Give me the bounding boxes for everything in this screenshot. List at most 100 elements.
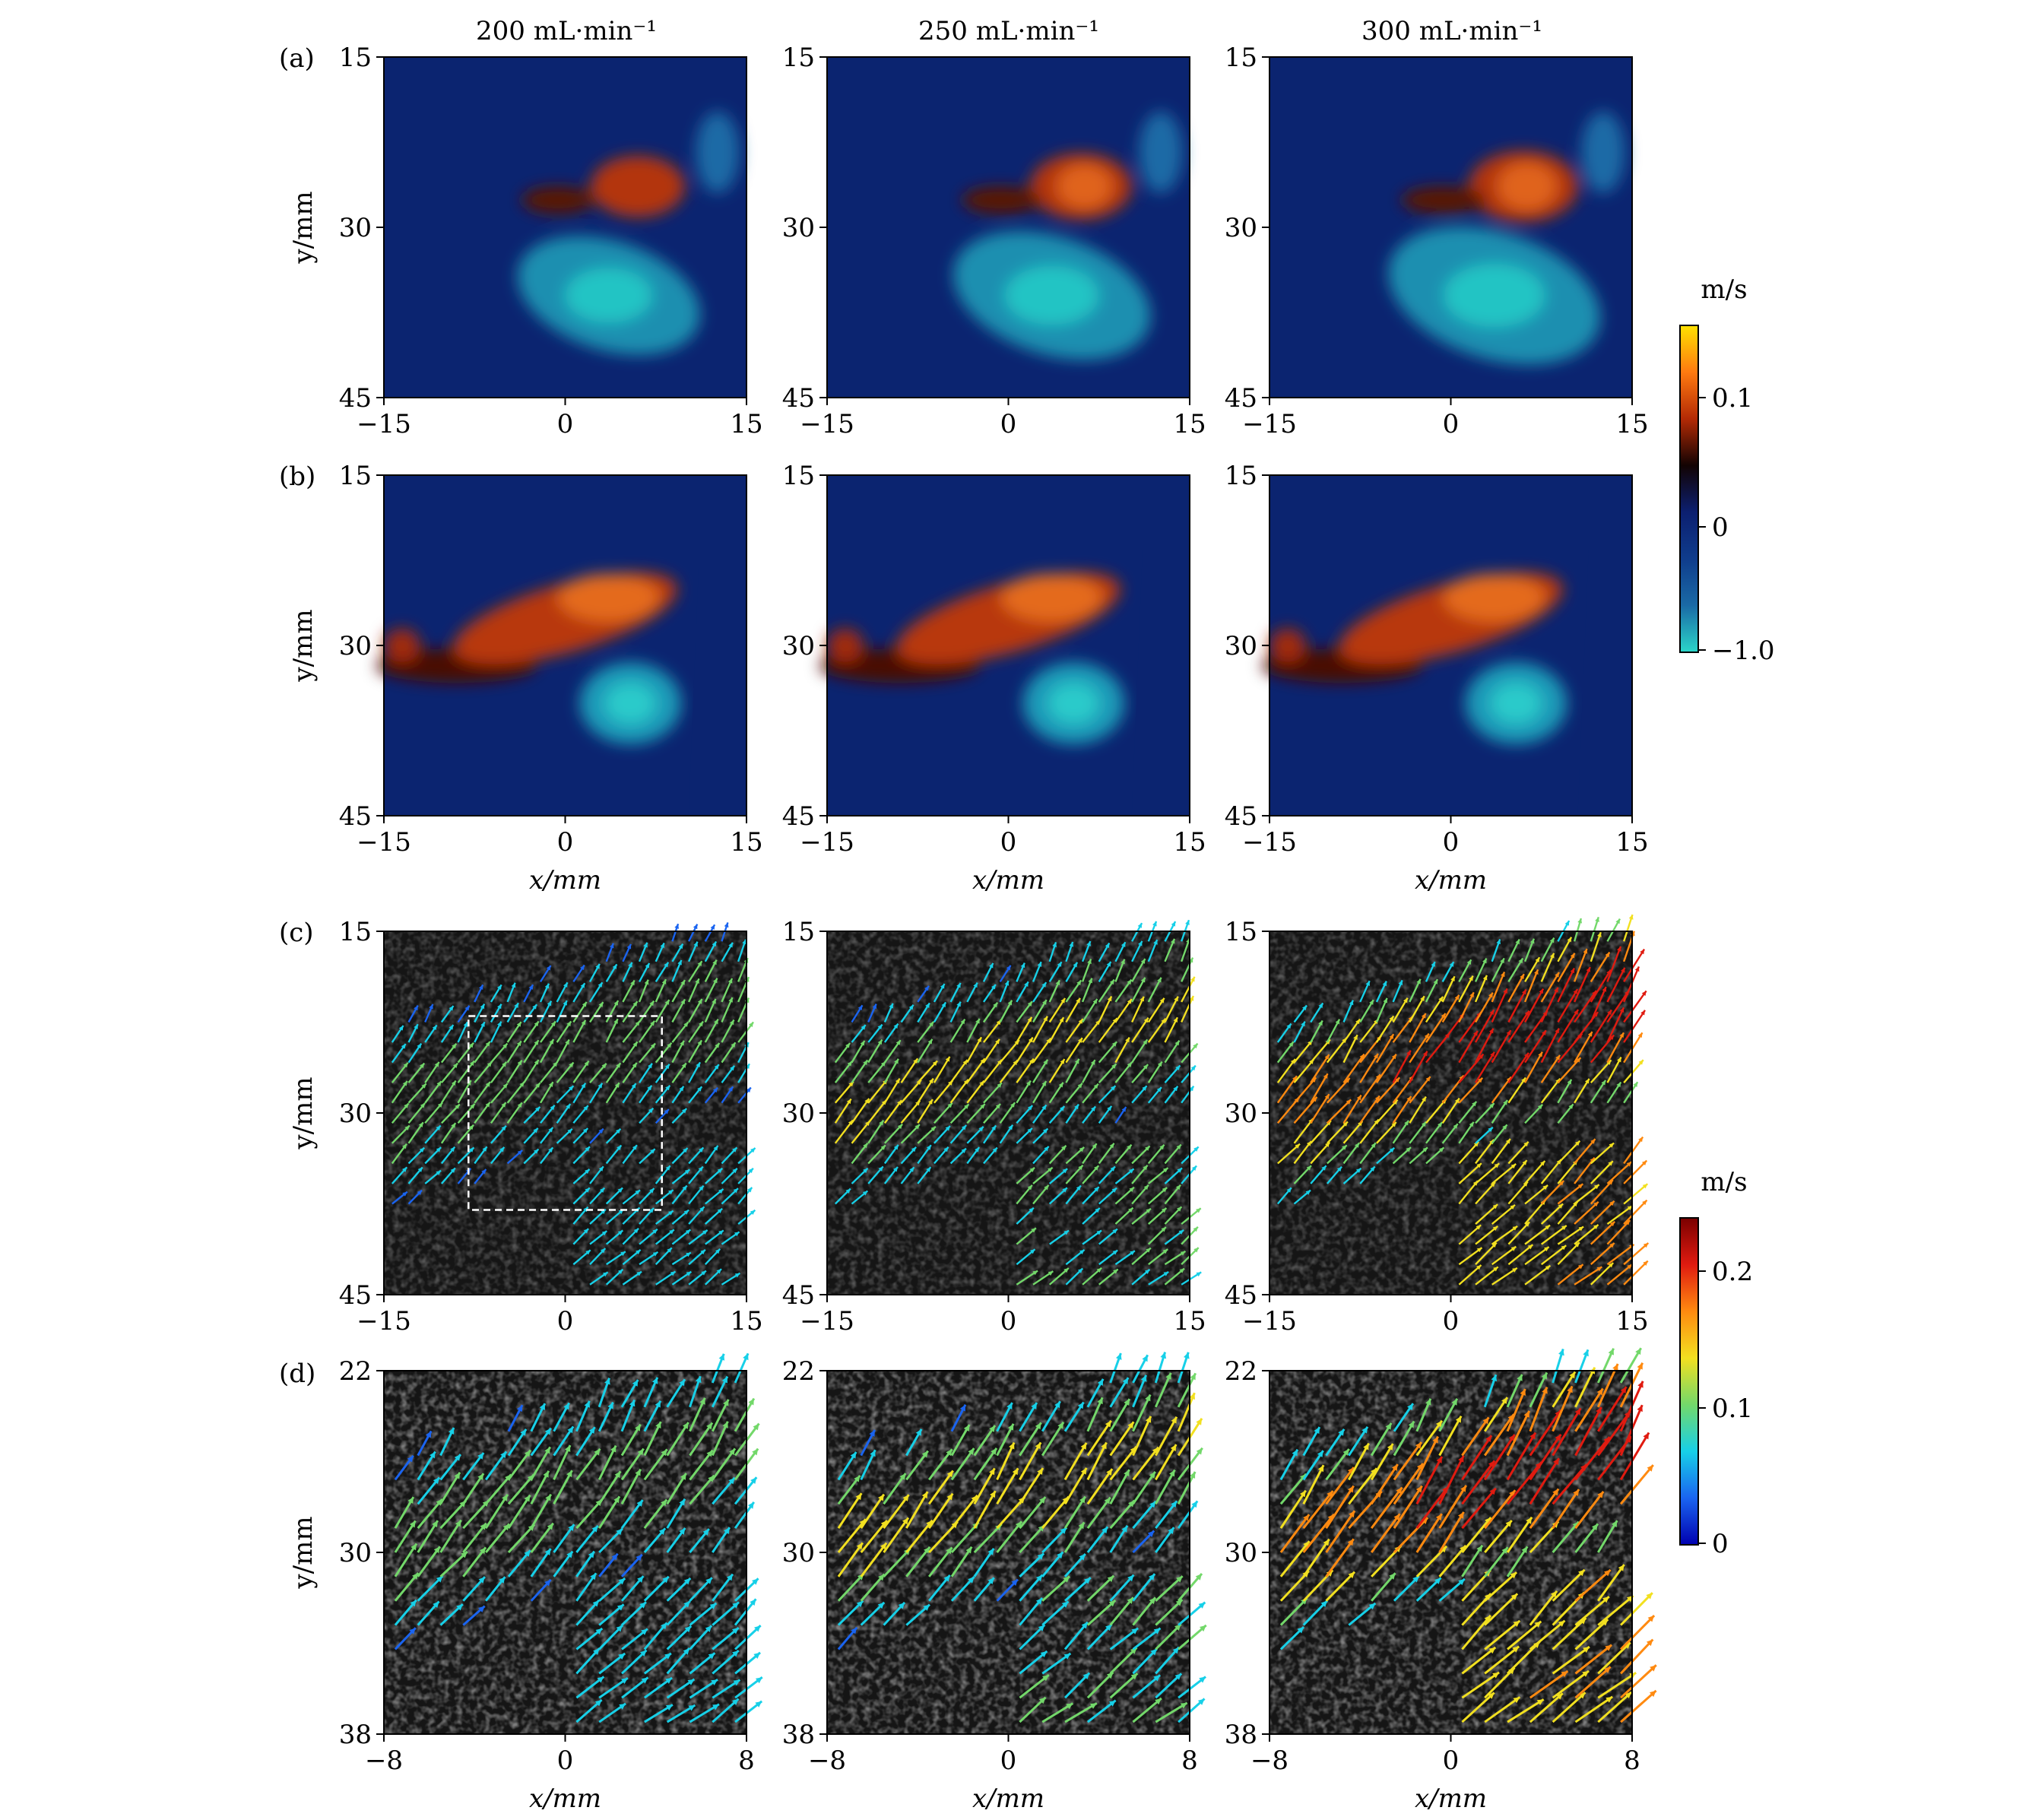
velocity-vector <box>490 984 502 1003</box>
velocity-vector <box>999 1102 1016 1124</box>
velocity-vector <box>407 1121 424 1144</box>
velocity-vector <box>1016 1127 1033 1144</box>
velocity-vector <box>949 982 962 1003</box>
velocity-vector <box>1109 1421 1135 1457</box>
velocity-vector <box>1425 978 1439 1003</box>
velocity-vector <box>917 985 930 1003</box>
panel-c-1-xtick-label: 0 <box>557 1306 574 1336</box>
velocity-vector <box>530 1427 552 1457</box>
velocity-vector <box>837 1600 864 1626</box>
velocity-vector <box>688 1206 705 1225</box>
velocity-vector <box>704 998 717 1023</box>
velocity-vector <box>553 1550 574 1577</box>
velocity-vector <box>949 1001 962 1023</box>
velocity-vector <box>598 1401 614 1432</box>
velocity-vector <box>1326 1165 1342 1184</box>
velocity-vector <box>1415 1398 1432 1432</box>
velocity-vector <box>1619 1432 1650 1481</box>
velocity-vector <box>1392 997 1409 1023</box>
velocity-vector <box>539 983 550 1003</box>
velocity-vector <box>1376 1076 1401 1104</box>
velocity-vector <box>689 1375 702 1408</box>
velocity-vector <box>462 1522 487 1553</box>
velocity-vector <box>1425 1121 1444 1144</box>
velocity-vector <box>575 1524 599 1553</box>
velocity-vector <box>655 1229 675 1245</box>
velocity-vector <box>439 1603 464 1626</box>
velocity-vector <box>1082 1186 1100 1205</box>
velocity-vector <box>1623 1159 1648 1184</box>
velocity-vector <box>834 1119 854 1144</box>
velocity-vector <box>643 1622 668 1650</box>
velocity-vector <box>1082 998 1098 1023</box>
velocity-vector <box>1302 1600 1329 1626</box>
velocity-vector <box>1557 1241 1580 1266</box>
velocity-vector <box>1164 1143 1182 1165</box>
velocity-vector <box>1392 1050 1412 1083</box>
velocity-vector <box>851 1024 867 1043</box>
velocity-vector <box>490 1021 502 1043</box>
velocity-vector <box>407 1023 419 1043</box>
velocity-vector <box>1348 1442 1370 1481</box>
velocity-vector <box>671 943 684 962</box>
edge-region <box>696 111 740 194</box>
velocity-vector <box>1557 1009 1580 1043</box>
velocity-vector <box>643 1527 667 1553</box>
velocity-vector <box>1302 1538 1330 1577</box>
velocity-vector <box>1370 1463 1399 1505</box>
velocity-vector <box>666 1600 691 1626</box>
velocity-vector <box>1086 1468 1114 1505</box>
velocity-vector <box>1086 1623 1113 1650</box>
velocity-vector <box>851 1040 866 1064</box>
velocity-vector <box>1483 1374 1498 1408</box>
velocity-vector <box>999 1000 1013 1023</box>
velocity-vector <box>598 1577 626 1602</box>
velocity-vector <box>1325 1538 1355 1577</box>
panel-b-ylabel: y/mm <box>288 609 319 682</box>
velocity-vector <box>1475 1266 1499 1286</box>
velocity-vector <box>1131 1064 1149 1083</box>
velocity-vector <box>1065 1018 1084 1043</box>
velocity-vector <box>1016 1248 1036 1266</box>
velocity-vector <box>1620 1638 1654 1675</box>
velocity-vector <box>1082 1105 1097 1124</box>
velocity-vector <box>1606 1007 1625 1043</box>
velocity-vector <box>671 1168 691 1184</box>
velocity-vector <box>484 1451 508 1481</box>
velocity-vector <box>721 1167 738 1184</box>
positive-velocity-tail <box>1401 186 1486 214</box>
velocity-vector <box>1032 1184 1050 1205</box>
velocity-vector <box>1181 976 1196 1003</box>
velocity-vector <box>917 1060 938 1083</box>
velocity-vector <box>407 1166 423 1184</box>
velocity-vector <box>1623 1032 1644 1064</box>
heatmap-a-3 <box>1269 57 1632 398</box>
velocity-vector <box>1438 1455 1465 1505</box>
velocity-vector <box>506 1060 523 1083</box>
velocity-vector <box>462 1546 487 1577</box>
velocity-vector <box>1623 1199 1648 1225</box>
velocity-vector <box>1475 1102 1495 1124</box>
velocity-vector <box>1131 1207 1152 1225</box>
velocity-vector <box>860 1601 886 1626</box>
velocity-vector <box>1032 1080 1048 1104</box>
velocity-vector <box>605 1268 624 1286</box>
velocity-vector <box>721 1065 736 1083</box>
velocity-vector <box>1132 1627 1162 1650</box>
velocity-vector <box>1409 1146 1428 1165</box>
velocity-vector <box>643 1377 659 1408</box>
velocity-vector <box>949 1124 968 1144</box>
panel-c-3-ytick-label: 15 <box>1225 917 1257 947</box>
velocity-vector <box>671 979 686 1003</box>
velocity-vector <box>867 1165 884 1184</box>
velocity-vector <box>620 1553 643 1577</box>
velocity-vector <box>999 965 1012 983</box>
panel-d-2-ytick-label: 30 <box>782 1538 815 1568</box>
panel-c-3-ytick-label: 30 <box>1225 1099 1257 1129</box>
velocity-vector <box>1524 1160 1546 1184</box>
velocity-vector <box>1082 1229 1102 1245</box>
velocity-vector <box>711 1421 729 1457</box>
panel-b-1-xlabel: x/mm <box>529 865 601 896</box>
velocity-vector <box>1438 1511 1465 1553</box>
velocity-vector <box>1155 1500 1178 1530</box>
